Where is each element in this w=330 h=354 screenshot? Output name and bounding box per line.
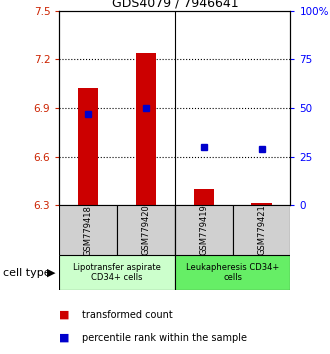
Text: GSM779418: GSM779418: [84, 205, 93, 256]
Text: percentile rank within the sample: percentile rank within the sample: [82, 333, 248, 343]
Title: GDS4079 / 7946641: GDS4079 / 7946641: [112, 0, 238, 10]
Text: GSM779419: GSM779419: [199, 205, 208, 256]
Text: Lipotransfer aspirate
CD34+ cells: Lipotransfer aspirate CD34+ cells: [73, 263, 161, 282]
Text: GSM779420: GSM779420: [142, 205, 150, 256]
Bar: [136, 53, 156, 205]
Bar: [233, 205, 290, 255]
Bar: [78, 88, 98, 205]
Text: transformed count: transformed count: [82, 310, 173, 320]
Text: Leukapheresis CD34+
cells: Leukapheresis CD34+ cells: [186, 263, 279, 282]
Text: GSM779421: GSM779421: [257, 205, 266, 256]
Bar: [194, 189, 214, 205]
Bar: [175, 205, 233, 255]
Bar: [59, 255, 175, 290]
Bar: [251, 203, 272, 205]
Text: ■: ■: [59, 310, 70, 320]
Bar: [175, 255, 290, 290]
Bar: [117, 205, 175, 255]
Bar: [59, 205, 117, 255]
Text: ■: ■: [59, 333, 70, 343]
Text: cell type: cell type: [3, 268, 51, 278]
Text: ▶: ▶: [47, 268, 55, 278]
